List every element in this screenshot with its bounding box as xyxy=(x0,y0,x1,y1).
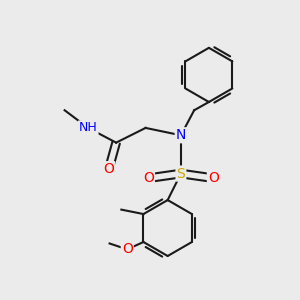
Text: O: O xyxy=(208,171,219,185)
Text: O: O xyxy=(143,171,154,185)
Text: N: N xyxy=(176,128,186,142)
Text: O: O xyxy=(103,162,114,176)
Text: NH: NH xyxy=(79,122,98,134)
Text: S: S xyxy=(176,167,185,181)
Text: O: O xyxy=(122,242,133,256)
